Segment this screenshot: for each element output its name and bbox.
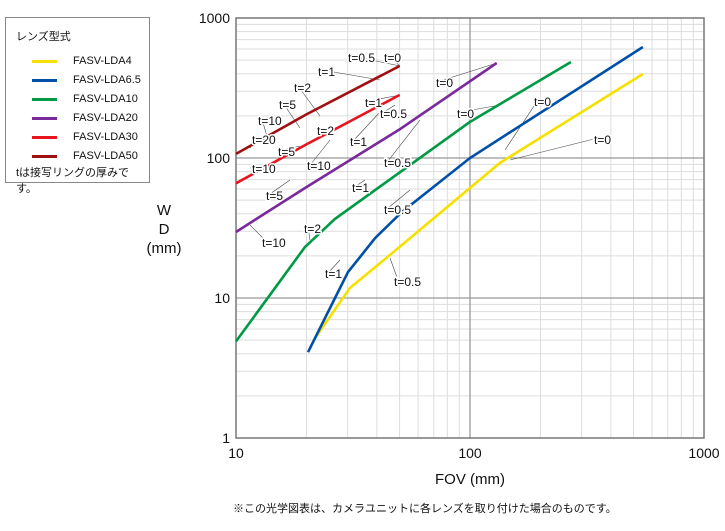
legend-item: FASV-LDA10 [32, 92, 138, 106]
leader-line [353, 111, 381, 141]
leader-line [355, 179, 366, 187]
leader-line [389, 257, 399, 281]
legend-title: レンズ型式 [16, 31, 71, 43]
annotation-label: t=1 [325, 267, 342, 281]
leader-line [387, 119, 421, 162]
leader-line [439, 62, 498, 82]
y-tick-label: 100 [207, 150, 231, 166]
annotation-label: t=1 [352, 181, 369, 195]
annotation-label: t=0.5 [380, 107, 407, 121]
legend-label: FASV-LDA20 [73, 112, 138, 124]
annotation-label: t=1 [350, 135, 367, 149]
series-line-fasv-lda6.5 [306, 45, 644, 353]
annotation-label: t=5 [266, 189, 283, 203]
series-line-fasv-lda20 [235, 61, 498, 234]
legend-swatch [32, 135, 57, 139]
y-axis-label: (mm) [147, 240, 182, 257]
y-tick-label: 10 [214, 290, 230, 306]
legend-swatch [32, 97, 57, 101]
leader-line [509, 137, 599, 161]
legend-item: FASV-LDA30 [32, 130, 138, 144]
x-axis-label: FOV (mm) [435, 471, 505, 488]
legend-item: FASV-LDA50 [32, 149, 138, 163]
series-line-fasv-lda10 [234, 60, 572, 343]
leader-line [307, 226, 311, 241]
leader-line [320, 128, 331, 131]
legend-label: FASV-LDA50 [73, 150, 138, 162]
leader-line [351, 55, 401, 67]
leader-line [297, 85, 321, 117]
y-axis-label: D [159, 221, 170, 238]
leader-line [321, 69, 381, 81]
annotation-label: t=5 [279, 98, 296, 112]
series-line-fasv-lda50 [235, 64, 401, 156]
leader-line [249, 224, 267, 242]
leader-line [383, 104, 396, 113]
leader-line [281, 145, 301, 151]
legend-swatch [32, 116, 57, 120]
annotation-label: t=2 [304, 222, 321, 236]
annotation-label: t=0 [594, 133, 611, 147]
annotation-label: t=0.5 [348, 51, 375, 65]
leader-line [368, 94, 401, 102]
annotation-label: t=10 [307, 159, 331, 173]
legend: レンズ型式 FASV-LDA4 FASV-LDA6.5 FASV-LDA10 FASV… [5, 17, 150, 195]
legend-label: FASV-LDA30 [73, 131, 138, 143]
leader-line [387, 189, 411, 209]
plot-frame [235, 17, 705, 439]
x-tick-label: 100 [458, 445, 482, 461]
annotation-label: t=1 [365, 96, 382, 110]
annotation-label: t=0 [457, 107, 474, 121]
leader-line [310, 139, 331, 165]
footnote: ※この光学図表は、カメラユニットに各レンズを取り付けた場合のものです。 [233, 503, 617, 515]
leader-line [269, 179, 291, 195]
annotation-label: t=2 [317, 124, 334, 138]
leader-line [282, 102, 301, 129]
leader-line [328, 259, 341, 273]
leader-line [249, 166, 257, 169]
y-axis-label: W [157, 202, 172, 219]
series-line-fasv-lda30 [235, 93, 401, 185]
x-tick-label: 10 [228, 445, 244, 461]
annotation-label: t=10 [258, 114, 282, 128]
annotation-label: t=0.5 [394, 275, 421, 289]
leader-line [460, 104, 501, 113]
x-tick-label: 1000 [688, 445, 719, 461]
legend-label: FASV-LDA6.5 [73, 74, 141, 86]
legend-note: tは接写リングの厚みです。 [16, 167, 130, 195]
annotation-label: t=10 [252, 162, 276, 176]
annotation-label: t=1 [318, 65, 335, 79]
annotation-label: t=10 [262, 236, 286, 250]
legend-item: FASV-LDA6.5 [32, 73, 141, 87]
annotation-label: t=0 [534, 95, 551, 109]
y-tick-label: 1 [222, 430, 230, 446]
annotation-label: t=0.5 [384, 203, 411, 217]
annotation-label: t=0 [384, 51, 401, 65]
y-tick-label: 1000 [199, 10, 230, 26]
leader-line [387, 55, 401, 67]
legend-swatch [32, 59, 57, 63]
legend-item: FASV-LDA20 [32, 111, 138, 125]
annotation-label: t=0.5 [384, 156, 411, 170]
legend-swatch [32, 78, 57, 82]
annotation-label: t=0 [436, 76, 453, 90]
annotation-label: t=2 [294, 81, 311, 95]
annotation-label: t=20 [252, 133, 276, 147]
legend-label: FASV-LDA4 [73, 55, 132, 67]
legend-item: FASV-LDA4 [32, 54, 132, 68]
series-line-fasv-lda4 [315, 72, 644, 338]
annotation-label: t=5 [278, 145, 295, 159]
legend-label: FASV-LDA10 [73, 93, 138, 105]
legend-swatch [32, 154, 57, 158]
